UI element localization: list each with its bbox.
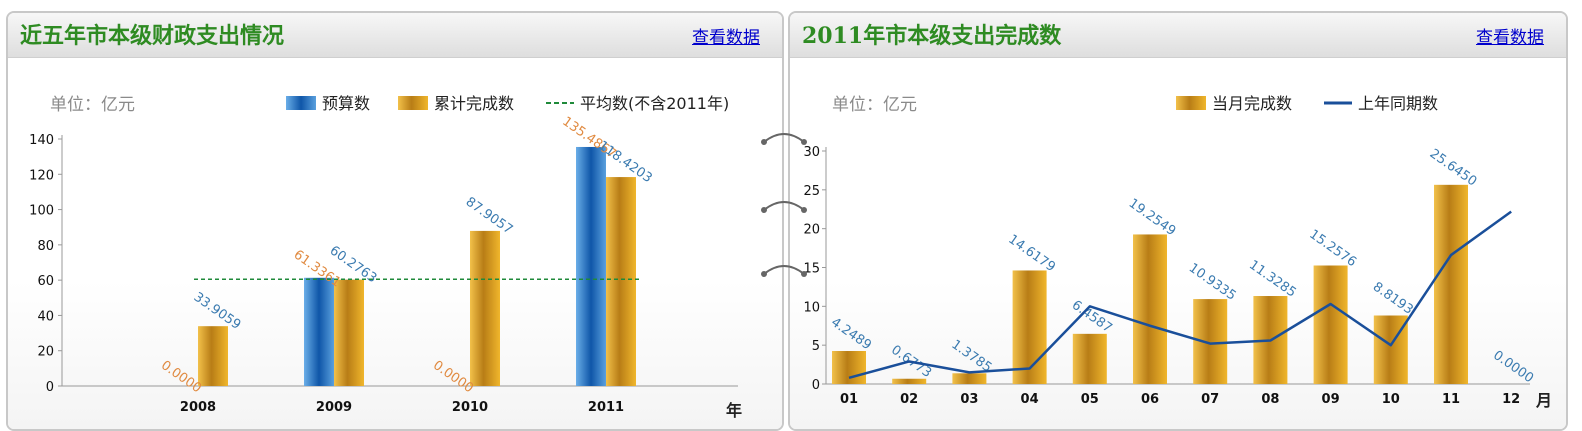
- x-tick-label: 08: [1261, 392, 1279, 407]
- x-tick-label: 2008: [180, 400, 216, 415]
- data-label-monthly: 10.9335: [1186, 261, 1239, 304]
- data-label-monthly: 0.0000: [1490, 348, 1536, 386]
- binder-ring-icon: [761, 265, 807, 277]
- data-label-monthly: 6.4587: [1069, 298, 1115, 336]
- left-chart-panel: 近五年市本级财政支出情况 查看数据 单位：亿元 预算数 累计完成数 平均数(不含201…: [6, 11, 784, 431]
- y-tick-label: 100: [29, 204, 54, 219]
- legend-budget-swatch: [286, 96, 316, 110]
- y-tick-label: 120: [29, 168, 54, 183]
- y-tick-label: 30: [803, 145, 820, 160]
- y-tick-label: 20: [803, 223, 820, 238]
- bar-actual: [334, 279, 364, 386]
- x-axis-unit: 年: [726, 401, 742, 420]
- x-tick-label: 10: [1382, 392, 1400, 407]
- legend-actual-swatch: [398, 96, 428, 110]
- y-tick-label: 140: [29, 133, 54, 148]
- unit-label: 单位：亿元: [832, 95, 917, 115]
- bar-monthly: [1434, 184, 1468, 384]
- bar-monthly: [1072, 333, 1107, 384]
- y-tick-label: 80: [37, 239, 54, 254]
- x-tick-label: 11: [1442, 392, 1460, 407]
- x-tick-label: 06: [1141, 392, 1159, 407]
- x-axis-unit: 月: [1535, 391, 1552, 410]
- y-tick-label: 25: [803, 184, 820, 199]
- legend-monthly-label: 当月完成数: [1212, 94, 1292, 113]
- bar-budget: [576, 146, 606, 386]
- bar-monthly: [1012, 270, 1047, 384]
- data-label-monthly: 11.3285: [1246, 258, 1299, 301]
- x-tick-label: 03: [960, 392, 978, 407]
- binder-ring-icon: [761, 133, 807, 145]
- x-tick-label: 09: [1322, 392, 1340, 407]
- left-panel-title: 近五年市本级财政支出情况: [20, 23, 285, 49]
- bar-actual: [606, 177, 636, 386]
- data-label-monthly: 25.6450: [1427, 146, 1480, 189]
- bar-actual: [470, 230, 500, 386]
- x-tick-label: 12: [1502, 392, 1520, 407]
- data-label-monthly: 8.8193: [1370, 279, 1416, 317]
- unit-label: 单位：亿元: [50, 95, 135, 115]
- five-year-expenditure-chart: 单位：亿元 预算数 累计完成数 平均数(不含2011年) 0 20 40 60 80 100 120…: [29, 94, 742, 420]
- bar-budget: [304, 277, 334, 386]
- x-tick-label: 2010: [452, 400, 488, 415]
- x-tick-label: 2009: [316, 400, 352, 415]
- legend-budget-label: 预算数: [322, 94, 370, 113]
- legend-monthly-swatch: [1176, 96, 1206, 110]
- y-tick-label: 20: [37, 345, 54, 360]
- bar-monthly: [952, 373, 987, 384]
- left-panel-header: 近五年市本级财政支出情况 查看数据: [8, 13, 782, 58]
- data-label-budget: 0.0000: [430, 358, 476, 396]
- right-panel-body: 单位：亿元 当月完成数 上年同期数 0 5 10 15 20 25 30 月 01 4.2489 02 0.…: [790, 58, 1566, 429]
- monthly-expenditure-chart: 单位：亿元 当月完成数 上年同期数051015202530月014.2489020.…: [803, 94, 1552, 410]
- bar-actual: [198, 326, 228, 386]
- right-chart-panel: 2011年市本级支出完成数 查看数据 单位：亿元 当月完成数 上年同期数 0 5 10 15…: [788, 11, 1568, 431]
- binder-ring-icon: [761, 201, 807, 213]
- x-tick-label: 2011: [588, 400, 624, 415]
- bar-monthly: [1133, 234, 1167, 384]
- x-tick-label: 07: [1201, 392, 1219, 407]
- right-panel-title: 2011年市本级支出完成数: [802, 23, 1062, 49]
- legend-lastyear-label: 上年同期数: [1358, 94, 1438, 113]
- legend-actual-label: 累计完成数: [434, 94, 514, 113]
- bar-monthly: [832, 351, 866, 384]
- x-tick-label: 01: [840, 392, 858, 407]
- y-tick-label: 0: [46, 380, 54, 395]
- data-label-monthly: 19.2549: [1126, 196, 1179, 239]
- y-tick-label: 40: [37, 309, 54, 324]
- left-panel-body: 单位：亿元 预算数 累计完成数 平均数(不含2011年) 0 20 40 60 80 100 120…: [8, 58, 782, 429]
- y-tick-label: 0: [812, 378, 820, 393]
- data-label-monthly: 14.6179: [1005, 232, 1058, 275]
- y-tick-label: 60: [37, 274, 54, 289]
- left-view-data-link[interactable]: 查看数据: [692, 28, 760, 48]
- bar-monthly: [1193, 299, 1228, 384]
- data-label-budget: 0.0000: [158, 358, 204, 396]
- data-label-monthly: 15.2576: [1306, 227, 1359, 270]
- right-view-data-link[interactable]: 查看数据: [1476, 28, 1544, 48]
- y-tick-label: 5: [812, 339, 820, 354]
- bar-monthly: [892, 378, 927, 384]
- y-tick-label: 15: [803, 262, 820, 277]
- x-tick-label: 05: [1081, 392, 1099, 407]
- y-tick-label: 10: [803, 300, 820, 315]
- x-tick-label: 04: [1021, 392, 1039, 407]
- bar-monthly: [1313, 265, 1348, 384]
- right-panel-header: 2011年市本级支出完成数 查看数据: [790, 13, 1566, 58]
- legend-average-label: 平均数(不含2011年): [580, 94, 729, 113]
- line-last-year: [848, 210, 1512, 379]
- x-tick-label: 02: [900, 392, 918, 407]
- data-label-monthly: 4.2489: [828, 315, 874, 353]
